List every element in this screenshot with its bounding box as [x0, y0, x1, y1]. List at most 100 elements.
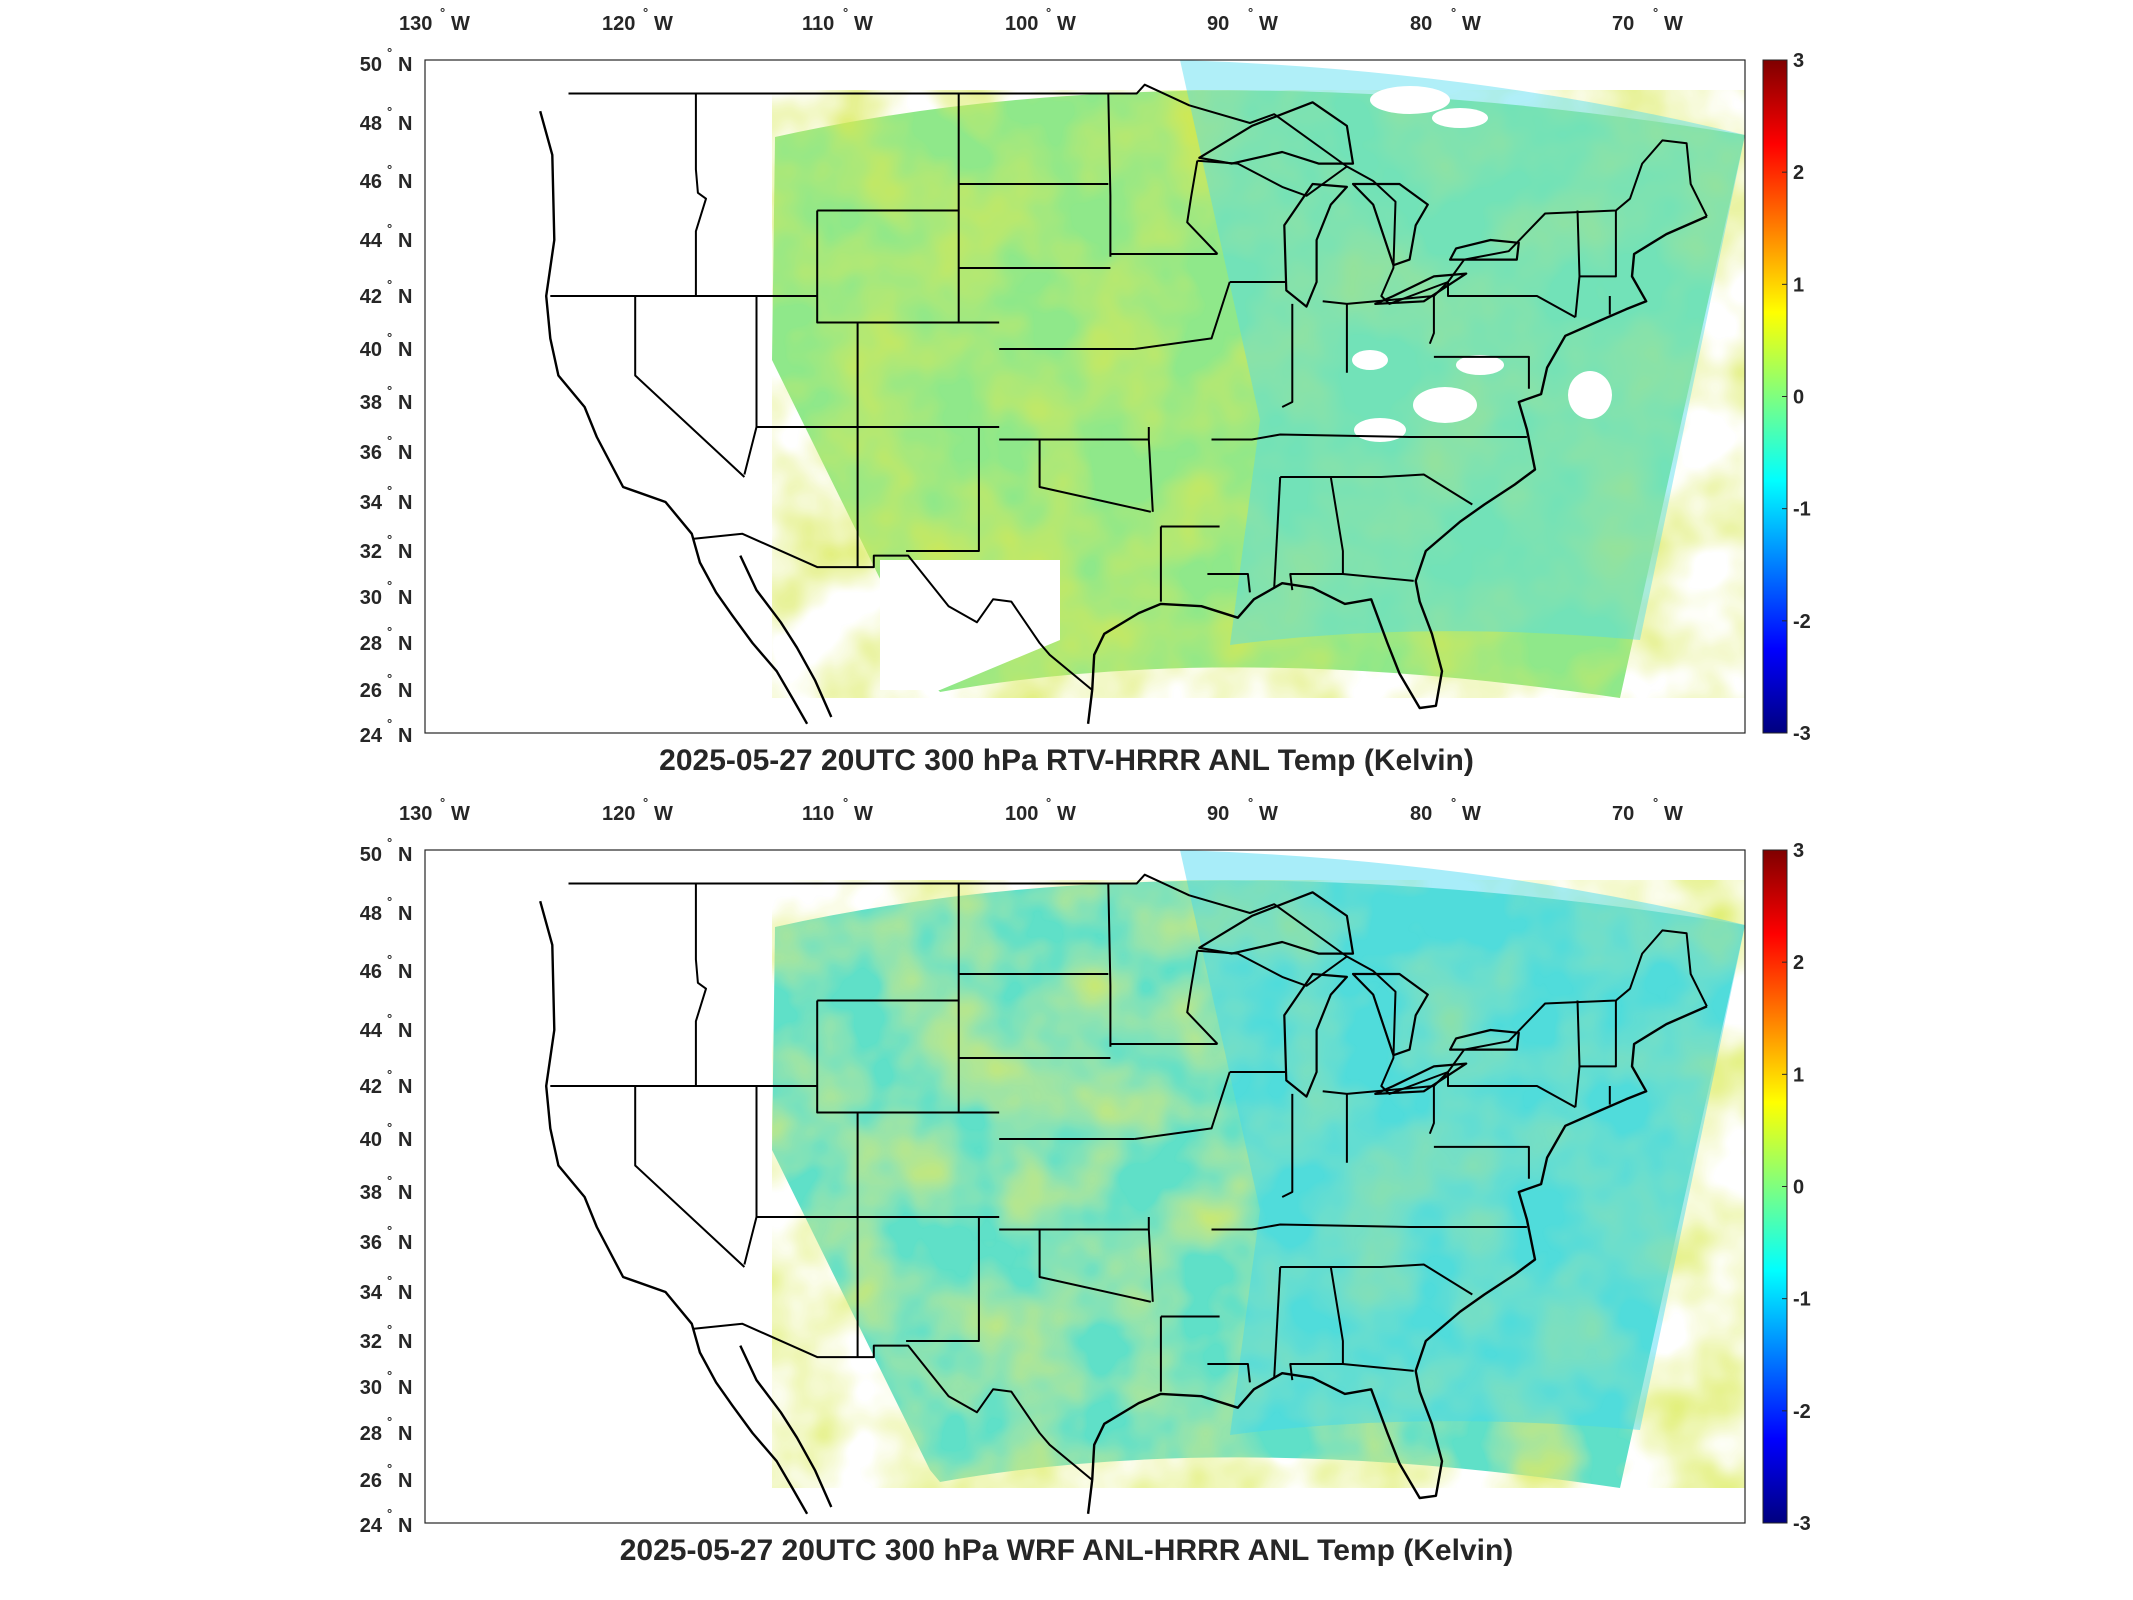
coastline	[1091, 215, 1708, 710]
lon-tick-label: 80	[1410, 803, 1432, 825]
map-title-wrf: 2025-05-27 20UTC 300 hPa WRF ANL-HRRR AN…	[619, 1534, 1514, 1567]
degree-symbol: °	[387, 532, 392, 547]
state-border	[1281, 1093, 1294, 1198]
lat-tick-label: 46	[360, 171, 382, 193]
lat-hemisphere-label: N	[398, 903, 412, 925]
coastline	[1086, 1479, 1094, 1514]
colorbar-tick-label: -2	[1793, 611, 1811, 633]
state-border	[743, 296, 758, 475]
lat-tick-label: 36	[360, 442, 382, 464]
state-border	[1281, 303, 1294, 408]
degree-symbol: °	[387, 624, 392, 639]
map-title-rtv: 2025-05-27 20UTC 300 hPa RTV-HRRR ANL Te…	[659, 744, 1474, 777]
lon-tick-label: 110	[802, 803, 834, 825]
colorbar-tick-label: 0	[1793, 387, 1804, 409]
coastline	[739, 555, 833, 718]
state-border	[1576, 1000, 1581, 1067]
lat-tick-label: 44	[360, 1020, 383, 1042]
lon-tick-label: 120	[602, 803, 635, 825]
coastline	[1086, 689, 1094, 724]
lat-tick-label: 28	[360, 633, 382, 655]
lat-hemisphere-label: N	[398, 725, 412, 747]
lat-hemisphere-label: N	[398, 392, 412, 414]
degree-symbol: °	[387, 716, 392, 731]
temperature-difference-field	[772, 90, 1745, 698]
lat-tick-label: 34	[360, 492, 383, 514]
great-lake-outline	[1351, 972, 1429, 1057]
degree-symbol: °	[387, 45, 392, 60]
state-border	[694, 93, 707, 296]
missing-data-patch	[1432, 108, 1488, 128]
lon-tick-label: 70	[1612, 13, 1634, 35]
lon-hemisphere-label: W	[451, 13, 470, 35]
state-border	[694, 883, 707, 1086]
great-lake-outline	[1374, 1062, 1468, 1095]
lat-tick-label: 50	[360, 844, 382, 866]
lat-hemisphere-label: N	[398, 1076, 412, 1098]
degree-symbol: °	[387, 952, 392, 967]
state-border	[816, 210, 1000, 324]
degree-symbol: °	[440, 795, 445, 810]
lat-tick-label: 42	[360, 286, 382, 308]
degree-symbol: °	[643, 5, 648, 20]
map-plot-wrf: 130°W 120°W 110°W 100°W 90°W 80°W 70°W50°N48°N…	[360, 795, 1811, 1537]
state-border	[1433, 1071, 1576, 1109]
great-lake-outline	[1448, 1028, 1520, 1051]
state-border	[1197, 949, 1348, 987]
degree-symbol: °	[387, 578, 392, 593]
lat-tick-label: 26	[360, 680, 382, 702]
state-border	[1107, 883, 1112, 1047]
state-border	[1038, 439, 1152, 513]
lat-tick-label: 38	[360, 1182, 382, 1204]
degree-symbol: °	[387, 1368, 392, 1383]
state-border	[1346, 1085, 1435, 1135]
lat-tick-label: 42	[360, 1076, 382, 1098]
degree-symbol: °	[387, 1223, 392, 1238]
degree-symbol: °	[387, 1011, 392, 1026]
lat-hemisphere-label: N	[398, 230, 412, 252]
cool-anomaly-region	[1180, 60, 1745, 645]
degree-symbol: °	[387, 383, 392, 398]
state-border	[1186, 950, 1219, 1045]
lon-hemisphere-label: W	[1664, 803, 1683, 825]
state-border	[906, 427, 980, 552]
lat-hemisphere-label: N	[398, 113, 412, 135]
state-border	[1342, 573, 1414, 582]
degree-symbol: °	[387, 433, 392, 448]
colorbar-tick-label: -3	[1793, 723, 1811, 745]
degree-symbol: °	[440, 5, 445, 20]
missing-data-patch	[1370, 86, 1450, 114]
lat-hemisphere-label: N	[398, 680, 412, 702]
state-border	[1211, 1223, 1527, 1231]
state-border	[1433, 281, 1576, 319]
state-border	[816, 1000, 1000, 1114]
state-border	[1147, 1217, 1154, 1302]
lat-hemisphere-label: N	[398, 1423, 412, 1445]
state-border	[1207, 1363, 1251, 1383]
great-lake-outline	[1448, 238, 1520, 261]
colorbar-tick-label: 1	[1793, 274, 1804, 296]
degree-symbol: °	[1653, 795, 1658, 810]
lon-tick-label: 110	[802, 13, 834, 35]
cool-anomaly-region	[1180, 850, 1745, 1435]
state-border	[568, 873, 1708, 1095]
state-border	[568, 83, 1708, 305]
state-border	[1207, 573, 1251, 593]
state-border	[1322, 1090, 1348, 1095]
state-border	[1038, 1229, 1152, 1303]
lat-hemisphere-label: N	[398, 54, 412, 76]
lon-tick-label: 100	[1005, 13, 1038, 35]
lon-hemisphere-label: W	[1057, 803, 1076, 825]
great-lake-outline	[1351, 182, 1429, 267]
lat-hemisphere-label: N	[398, 1129, 412, 1151]
map-plot-rtv: 130°W 120°W 110°W 100°W 90°W 80°W 70°W50°N48°N…	[360, 5, 1811, 747]
degree-symbol: °	[1046, 795, 1051, 810]
lat-tick-label: 32	[360, 1331, 382, 1353]
lon-tick-label: 100	[1005, 803, 1038, 825]
degree-symbol: °	[387, 835, 392, 850]
lat-tick-label: 24	[360, 725, 383, 747]
coastline	[1091, 1005, 1708, 1500]
lat-tick-label: 28	[360, 1423, 382, 1445]
lon-hemisphere-label: W	[451, 803, 470, 825]
state-border	[1433, 355, 1530, 389]
